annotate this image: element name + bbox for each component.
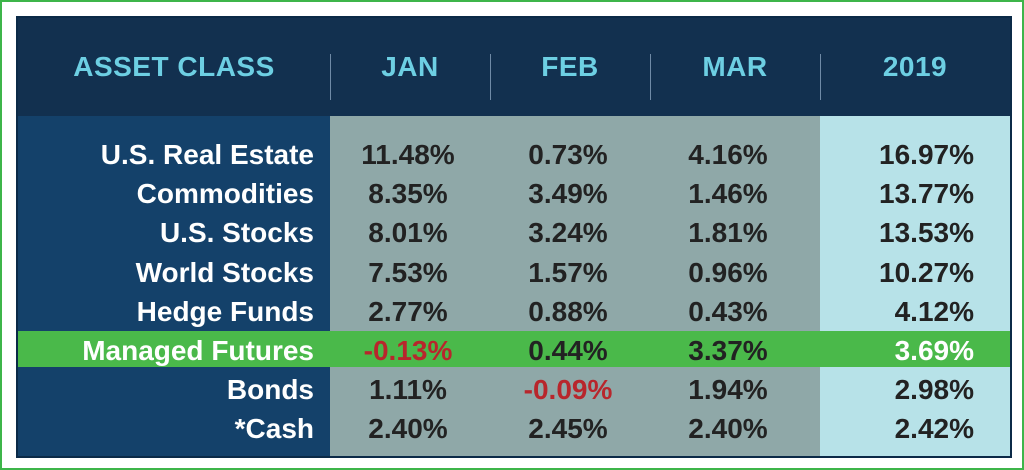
header-asset-class: ASSET CLASS (73, 51, 275, 82)
year-column-bg (820, 116, 1010, 456)
header-divider (490, 54, 491, 100)
value-cell: 2.98% (894, 374, 974, 406)
returns-table: ASSET CLASS JAN FEB MAR 2019 U.S. Real E… (16, 16, 1012, 458)
table-row: Hedge Funds 2.77% 0.88% 0.43% 4.12% (18, 293, 1010, 331)
row-label: *Cash (234, 413, 314, 445)
header-mar: MAR (702, 51, 768, 82)
value-cell: 0.96% (688, 256, 768, 288)
header-jan: JAN (381, 51, 439, 82)
value-cell: 2.40% (688, 413, 768, 445)
value-cell: 11.48% (361, 139, 455, 170)
label-column-bg (18, 116, 330, 456)
header-2019: 2019 (882, 51, 948, 82)
value-cell: 0.43% (688, 295, 768, 327)
header-feb: FEB (541, 51, 599, 82)
value-cell: 1.94% (688, 374, 768, 406)
value-cell: 0.73% (528, 139, 608, 170)
table-header: ASSET CLASS JAN FEB MAR 2019 (18, 18, 1010, 116)
table-row: Bonds 1.11% -0.09% 1.94% 2.98% (18, 371, 1010, 409)
value-cell: 0.44% (528, 335, 608, 366)
value-cell: 2.40% (368, 413, 448, 445)
highlight-bar (18, 331, 1010, 367)
header-divider (820, 54, 821, 100)
row-label: Managed Futures (82, 335, 314, 366)
row-label: Bonds (226, 374, 314, 406)
row-label: U.S. Stocks (159, 217, 314, 249)
value-cell: 10.27% (879, 256, 974, 288)
value-cell: 3.37% (688, 335, 768, 366)
value-cell: 4.12% (894, 295, 974, 327)
row-label: U.S. Real Estate (100, 139, 314, 170)
value-cell: -0.09% (523, 374, 613, 406)
table-row: U.S. Stocks 8.01% 3.24% 1.81% 13.53% (18, 214, 1010, 252)
value-cell: 7.53% (368, 256, 448, 288)
row-label: Hedge Funds (136, 295, 314, 327)
value-cell: 4.16% (688, 139, 768, 170)
table-row: World Stocks 7.53% 1.57% 0.96% 10.27% (18, 254, 1010, 292)
table-row: Commodities 8.35% 3.49% 1.46% 13.77% (18, 175, 1010, 213)
value-cell: 13.53% (879, 217, 974, 249)
header-divider (330, 54, 331, 100)
value-cell: 1.11% (369, 374, 447, 406)
table-row: *Cash 2.40% 2.45% 2.40% 2.42% (18, 410, 1010, 448)
header-divider (650, 54, 651, 100)
value-cell: 13.77% (879, 178, 974, 210)
value-cell: 1.46% (688, 178, 768, 210)
value-cell: 8.35% (368, 178, 448, 210)
value-cell: 2.42% (894, 413, 974, 445)
months-column-bg (330, 116, 820, 456)
row-label: Commodities (136, 178, 314, 210)
row-label: World Stocks (135, 256, 314, 288)
table-row: Managed Futures -0.13% 0.44% 3.37% 3.69% (18, 332, 1010, 370)
value-cell: 2.77% (368, 295, 448, 327)
table-row: U.S. Real Estate 11.48% 0.73% 4.16% 16.97% (18, 136, 1010, 174)
value-cell: 2.45% (528, 413, 608, 445)
value-cell: 1.81% (688, 217, 768, 249)
value-cell: 16.97% (879, 139, 974, 170)
value-cell: 0.88% (528, 295, 608, 327)
value-cell: 3.69% (894, 335, 974, 366)
value-cell: 3.49% (528, 178, 608, 210)
value-cell: 8.01% (368, 217, 448, 249)
value-cell: -0.13% (363, 335, 453, 366)
value-cell: 3.24% (528, 217, 608, 249)
value-cell: 1.57% (528, 256, 608, 288)
